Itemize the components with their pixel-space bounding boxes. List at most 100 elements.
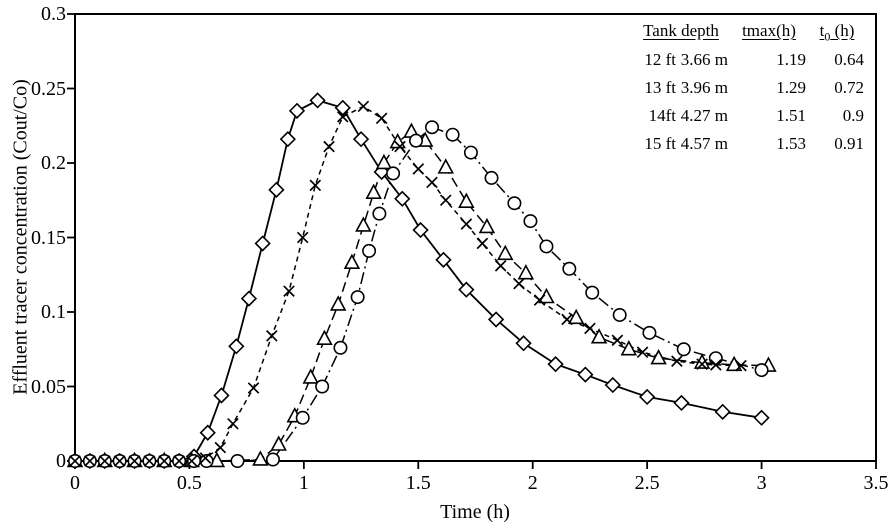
x-tick-label: 1	[298, 472, 309, 494]
diamond-marker	[753, 409, 770, 426]
diamond-marker	[435, 251, 452, 268]
x-marker	[266, 330, 278, 342]
legend-cell: 4.27 m	[680, 106, 728, 125]
x-marker	[185, 455, 198, 467]
diamond-marker	[673, 394, 690, 412]
triangle-marker	[538, 287, 555, 304]
diamond-marker	[309, 92, 326, 109]
x-marker	[513, 277, 525, 290]
legend-cell: 1.53	[776, 134, 806, 153]
series-line-circle	[75, 126, 762, 462]
x-marker	[336, 111, 349, 123]
x-tick-label: 3.5	[863, 472, 889, 494]
triangle-marker	[252, 450, 269, 466]
circle-marker	[642, 325, 657, 340]
x-marker	[460, 218, 473, 230]
legend-cell: 3.66 m	[680, 50, 728, 69]
diamond-marker	[547, 356, 564, 373]
circle-marker	[408, 133, 423, 148]
legend-cell: 0.72	[834, 78, 864, 97]
legend-cell: 4.57 m	[680, 134, 728, 153]
legend-header: t0 (h)	[819, 21, 855, 44]
circle-marker	[230, 453, 245, 468]
diamond-marker	[515, 335, 532, 352]
x-marker	[199, 452, 212, 464]
x-tick-label: 3	[756, 472, 767, 494]
x-marker	[247, 382, 260, 394]
x-marker	[476, 237, 489, 250]
circle-marker	[507, 196, 522, 211]
circle-marker	[295, 410, 310, 425]
x-marker	[636, 346, 649, 359]
circle-marker	[187, 453, 202, 468]
circle-marker	[350, 290, 365, 305]
y-tick-label: 0.1	[41, 301, 66, 323]
legend-cell: 1.19	[776, 50, 806, 69]
x-tick-label: 2.5	[634, 472, 660, 494]
circle-marker	[484, 170, 499, 185]
y-tick-label: 0	[56, 450, 66, 472]
circle-marker	[463, 145, 478, 160]
circle-marker	[199, 453, 214, 468]
legend-cell: 0.9	[842, 106, 864, 125]
triangle-marker	[567, 308, 585, 325]
x-marker	[611, 334, 624, 347]
x-marker	[412, 163, 425, 175]
x-marker	[671, 355, 683, 367]
x-marker	[561, 313, 573, 326]
x-marker	[84, 455, 96, 467]
circle-marker	[562, 261, 577, 276]
x-marker	[98, 455, 111, 467]
triangle-marker	[650, 348, 667, 365]
x-marker	[173, 455, 185, 467]
triangle-marker	[375, 153, 393, 170]
diamond-marker	[288, 102, 306, 119]
x-marker	[735, 359, 747, 372]
circle-marker	[539, 239, 554, 254]
triangle-marker	[478, 217, 496, 234]
triangle-marker	[343, 253, 361, 270]
triangle-marker	[270, 435, 287, 451]
x-marker	[283, 285, 295, 297]
x-marker	[696, 358, 708, 370]
triangle-marker	[620, 340, 638, 356]
legend-header: tmax(h)	[742, 21, 796, 40]
triangle-marker	[725, 355, 743, 372]
diamond-marker	[240, 290, 258, 307]
x-marker	[439, 194, 452, 207]
diamond-marker	[394, 190, 411, 207]
x-marker	[494, 260, 507, 272]
triangle-marker	[302, 368, 319, 384]
legend-cell: 1.29	[776, 78, 806, 97]
legend-cell: 0.64	[834, 50, 864, 69]
triangle-marker	[497, 244, 514, 261]
series-line-x	[75, 105, 742, 462]
x-marker	[69, 455, 81, 467]
diamond-marker	[412, 221, 429, 239]
circle-marker	[585, 285, 600, 300]
diamond-marker	[714, 403, 731, 420]
x-marker	[227, 417, 239, 430]
y-tick-label: 0.15	[31, 226, 66, 249]
circle-marker	[445, 127, 460, 142]
x-marker	[323, 140, 335, 153]
y-tick-label: 0.25	[31, 77, 66, 100]
x-marker	[158, 455, 171, 467]
circle-marker	[315, 379, 330, 394]
circle-marker	[425, 120, 440, 135]
circle-marker	[362, 243, 377, 258]
circle-marker	[708, 351, 723, 366]
x-marker	[375, 112, 388, 125]
diamond-marker	[577, 366, 594, 383]
triangle-marker	[458, 192, 475, 208]
x-tick-label: 2	[527, 472, 538, 494]
triangle-marker	[316, 329, 333, 346]
legend-cell: 0.91	[834, 134, 864, 153]
x-tick-label: 0	[70, 472, 80, 494]
legend-cell: 1.51	[776, 106, 806, 125]
x-marker	[394, 140, 406, 153]
x-marker	[309, 179, 322, 192]
circle-marker	[754, 363, 769, 378]
